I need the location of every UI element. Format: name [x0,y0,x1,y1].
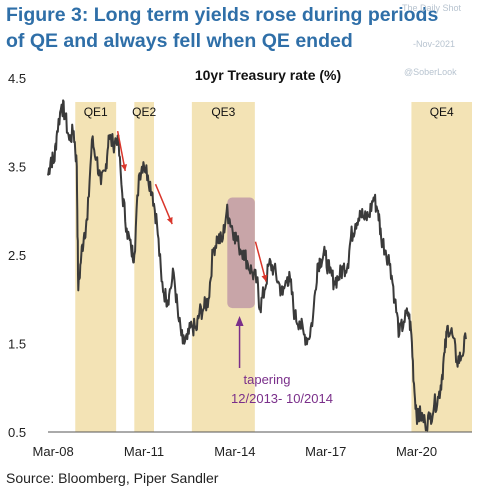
watermark-handle: @SoberLook [404,67,457,77]
chart-title: 10yr Treasury rate (%) [195,67,341,83]
tapering-label: tapering [244,372,291,387]
figure-title-line-2: of QE and always fell when QE ended [6,30,353,52]
x-tick-label: Mar-17 [305,444,346,459]
y-tick-label: 3.5 [8,160,26,175]
decline-arrow-3 [254,241,267,282]
series-line [47,99,467,432]
y-tick-label: 4.5 [8,71,26,86]
y-tick-label: 2.5 [8,248,26,263]
figure-title: Figure 3: Long term yields rose during p… [6,2,496,54]
decline-arrow-head-3 [261,274,268,282]
qe-label-qe1: QE1 [84,105,108,119]
watermark-brand: The Daily Shot [402,3,462,13]
qe-band-qe1 [75,102,117,432]
decline-arrow-2 [154,183,173,225]
x-tick-labels: Mar-08 Mar-11 Mar-14 Mar-17 Mar-20 [33,444,438,459]
tapering-pointer-head [235,316,244,326]
decline-arrow-head-2 [166,217,173,225]
x-tick-label: Mar-14 [214,444,255,459]
x-tick-label: Mar-11 [124,444,164,459]
decline-arrow-head-1 [121,164,128,171]
qe-band-qe2 [134,102,154,432]
y-tick-label: 1.5 [8,337,26,352]
decline-arrow-1 [116,130,126,172]
y-tick-label: 0.5 [8,425,26,440]
figure-title-line-1: Figure 3: Long term yields rose during p… [6,4,439,26]
x-tick-label: Mar-08 [33,444,74,459]
qe-label-qe4: QE4 [430,105,454,119]
source-note: Source: Bloomberg, Piper Sandler [6,470,219,486]
qe-label-qe2: QE2 [132,105,156,119]
decline-arrows [116,130,268,282]
qe-labels: QE1 QE2 QE3 QE4 [84,105,454,119]
tapering-dates-label: 12/2013- 10/2014 [231,391,333,406]
x-tick-label: Mar-20 [396,444,437,459]
watermark-date: -Nov-2021 [413,39,456,49]
y-tick-labels: 4.5 3.5 2.5 1.5 0.5 [8,71,26,440]
qe-label-qe3: QE3 [211,105,235,119]
